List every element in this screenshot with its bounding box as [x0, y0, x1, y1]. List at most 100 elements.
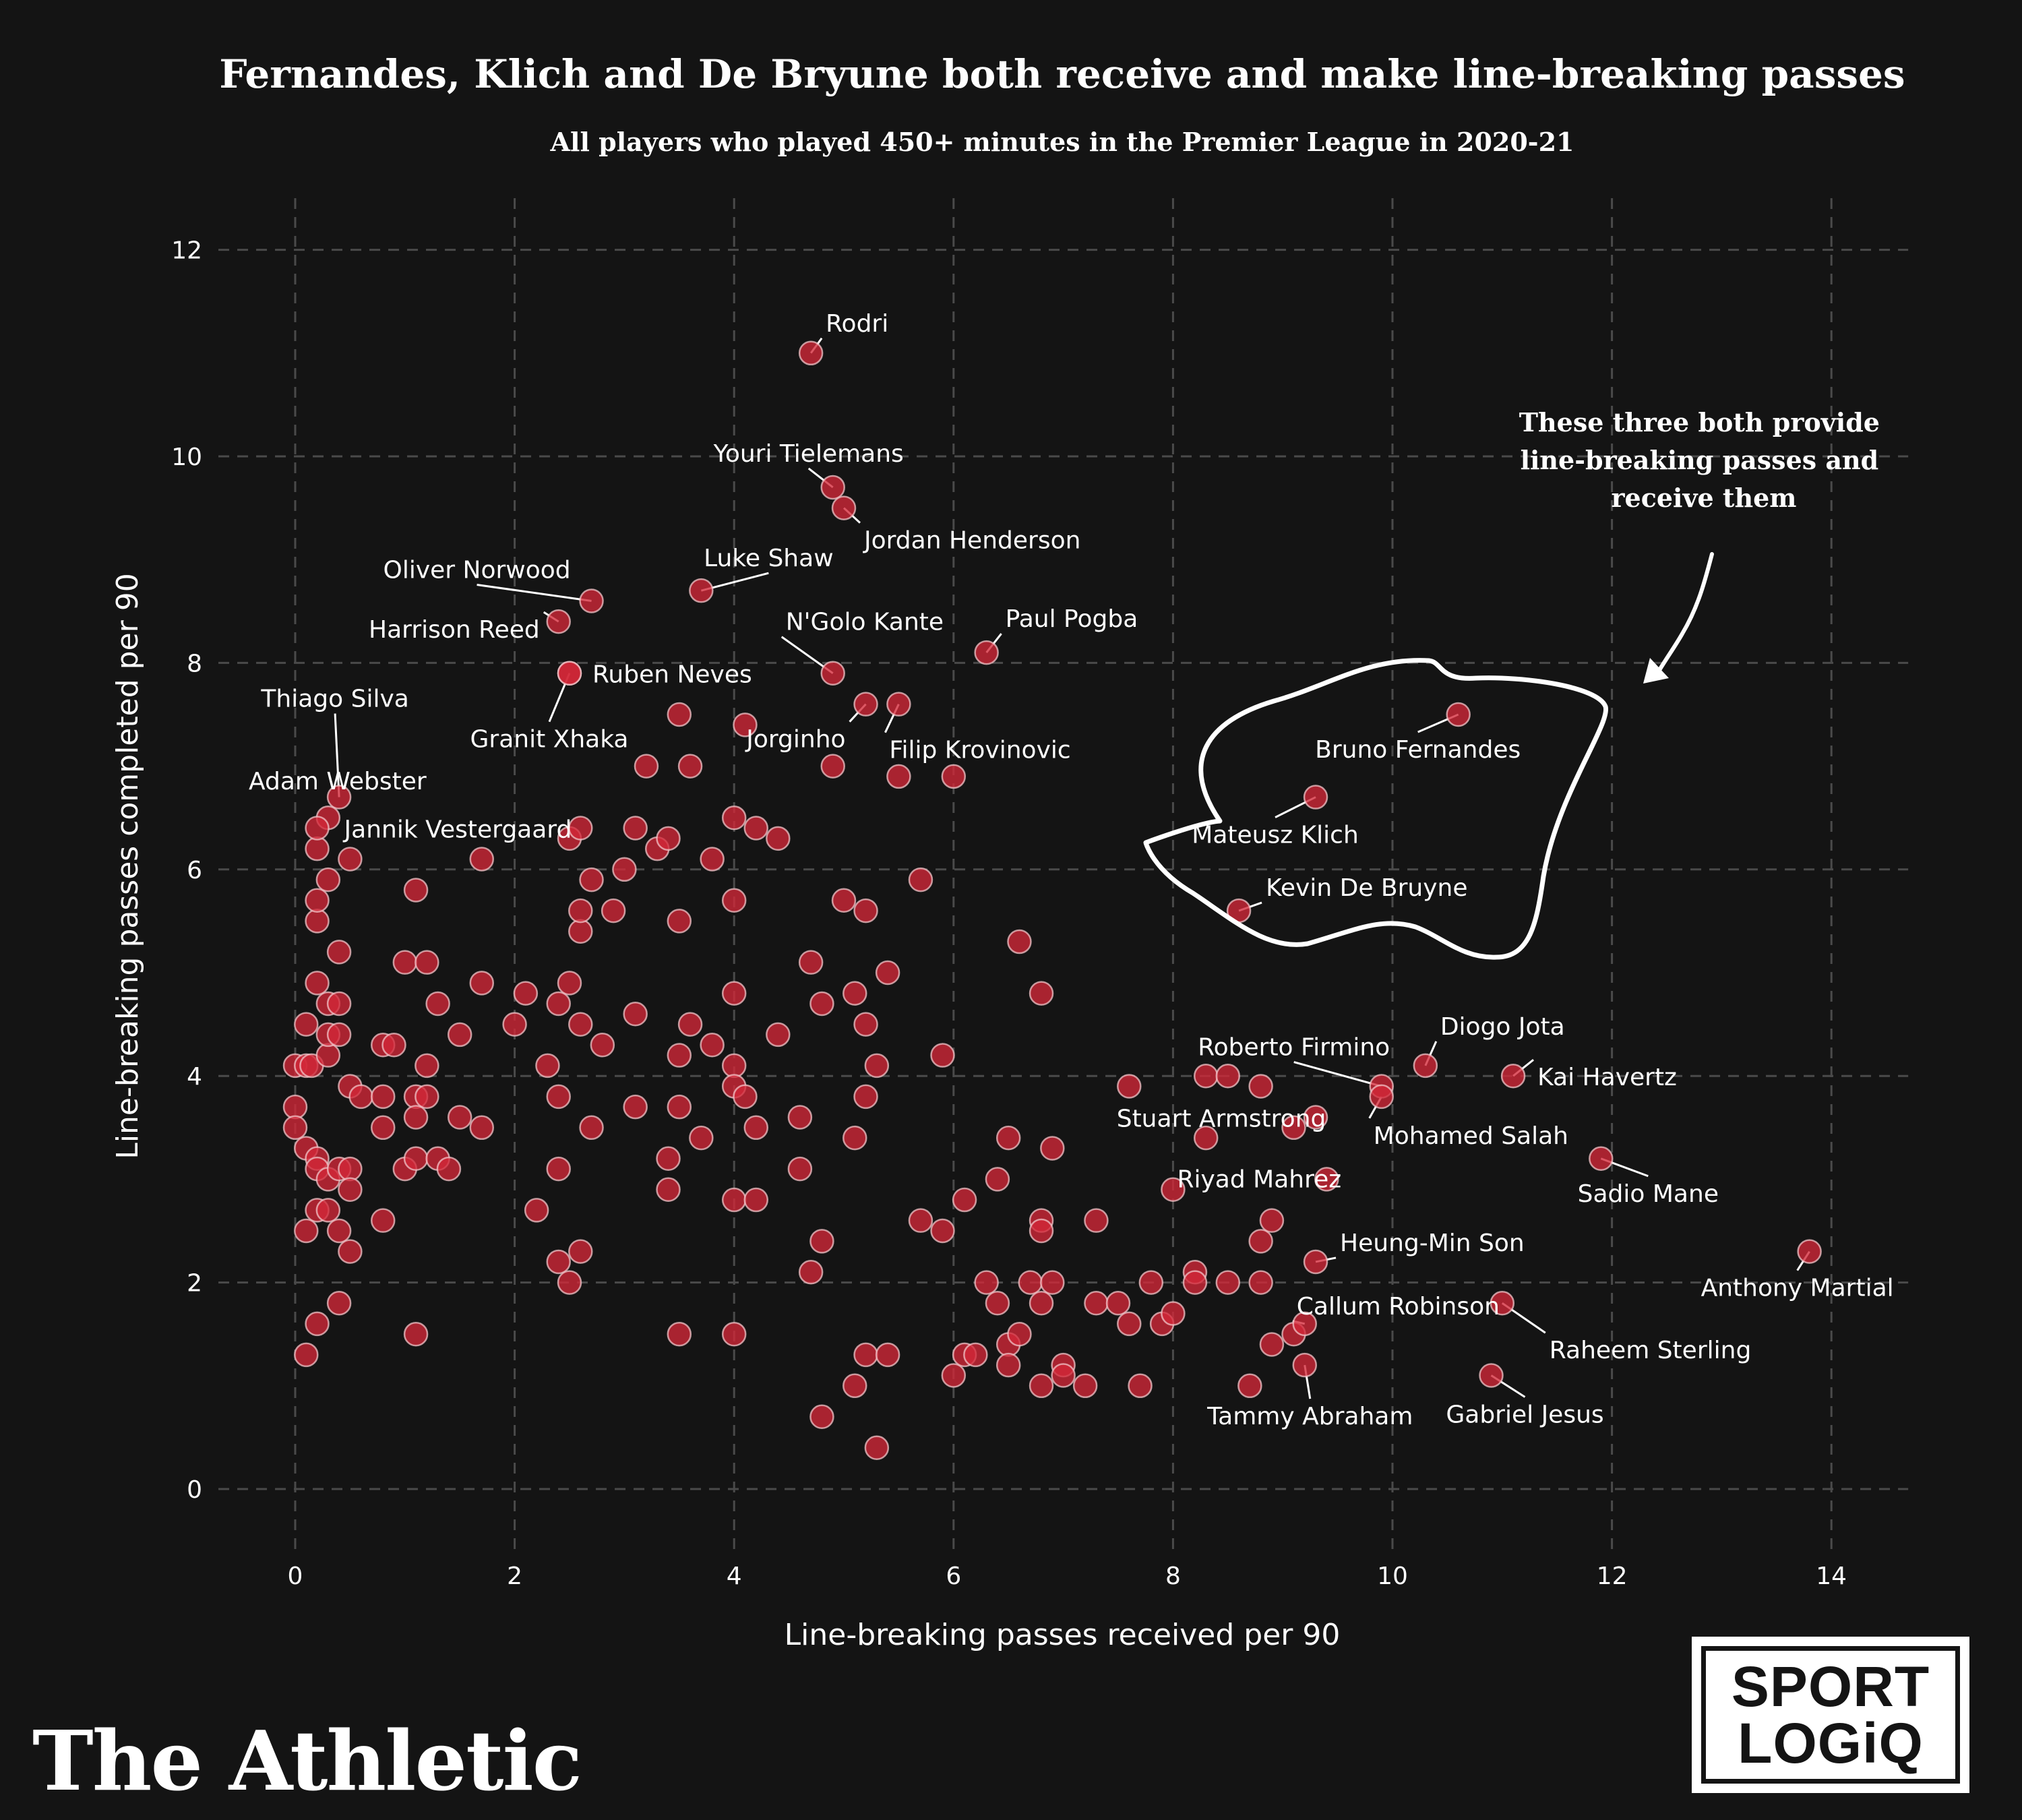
data-point — [568, 1012, 593, 1037]
data-point — [326, 1022, 352, 1048]
annotation-arrowhead — [1643, 658, 1669, 684]
data-point — [743, 816, 769, 841]
data-point — [546, 991, 571, 1017]
data-point — [798, 340, 824, 366]
data-point — [864, 1435, 890, 1460]
data-point — [1128, 1373, 1153, 1399]
data-point — [1248, 1270, 1273, 1295]
data-point — [447, 1105, 472, 1130]
data-point — [1051, 1363, 1076, 1388]
data-point — [579, 1115, 604, 1141]
y-axis-label: Line-breaking passes completed per 90 — [111, 573, 145, 1159]
data-point — [338, 847, 363, 872]
annotation-note-line-1: These three both provide — [1519, 407, 1880, 437]
y-tick-label: 2 — [187, 1270, 202, 1298]
data-point — [787, 1156, 813, 1182]
annotation-note: These three both provide line-breaking p… — [1519, 407, 1889, 513]
logo-line-2: LOGiQ — [1738, 1711, 1924, 1775]
data-point — [886, 764, 911, 789]
y-tick-label: 4 — [187, 1063, 202, 1091]
data-point — [513, 981, 539, 1006]
data-point — [1281, 1115, 1306, 1141]
data-point — [1248, 1229, 1273, 1254]
data-point — [338, 1239, 363, 1264]
x-tick-label: 2 — [507, 1563, 522, 1590]
data-point — [1248, 1074, 1273, 1099]
data-point — [820, 661, 845, 686]
data-point — [305, 836, 330, 861]
data-point — [941, 764, 967, 789]
data-point — [667, 1043, 692, 1068]
data-point — [1589, 1146, 1614, 1172]
logo-line-1: SPORT — [1731, 1655, 1930, 1718]
data-point — [546, 1156, 571, 1182]
data-point — [436, 1156, 462, 1182]
player-label: Sadio Mane — [1578, 1180, 1719, 1208]
player-label: Adam Webster — [249, 768, 427, 795]
data-point — [315, 867, 341, 892]
player-label: Diogo Jota — [1440, 1013, 1565, 1041]
data-point — [995, 1352, 1021, 1378]
player-label: Riyad Mahrez — [1177, 1165, 1341, 1193]
data-point — [612, 857, 637, 882]
data-point — [557, 1270, 582, 1295]
data-point — [820, 475, 845, 500]
data-point — [700, 847, 725, 872]
data-point — [1072, 1373, 1098, 1399]
data-point — [721, 805, 747, 830]
label-leader — [1293, 1061, 1382, 1087]
data-point — [623, 1094, 648, 1120]
data-point — [842, 1373, 867, 1399]
brand-wordmark: The Athletic — [32, 1712, 582, 1809]
annotation-note-line-2: line-breaking passes and — [1521, 445, 1879, 475]
player-label: N'Golo Kante — [786, 609, 944, 636]
data-point — [370, 1084, 396, 1110]
x-tick-label: 14 — [1816, 1563, 1847, 1590]
data-point — [1303, 1249, 1328, 1275]
x-tick-label: 6 — [946, 1563, 961, 1590]
data-point — [930, 1218, 955, 1244]
data-point — [326, 785, 352, 810]
data-point — [315, 1043, 341, 1068]
data-point — [1029, 981, 1054, 1006]
data-point — [579, 867, 604, 892]
data-point — [853, 692, 878, 717]
data-point — [1105, 1290, 1131, 1316]
data-point — [338, 1156, 363, 1182]
data-point — [403, 1146, 429, 1172]
data-point — [721, 888, 747, 913]
player-label: Kevin De Bruyne — [1266, 874, 1467, 902]
data-point — [842, 1125, 867, 1151]
data-point — [1018, 1270, 1043, 1295]
data-point — [974, 1270, 999, 1295]
data-point — [326, 991, 352, 1017]
data-point — [1007, 1321, 1032, 1347]
data-point — [1215, 1270, 1241, 1295]
data-point — [1490, 1290, 1515, 1316]
player-label: Tammy Abraham — [1206, 1403, 1413, 1430]
player-label: Ruben Neves — [592, 661, 752, 689]
data-point — [1084, 1290, 1109, 1316]
data-point — [348, 1084, 373, 1110]
data-point — [677, 1012, 703, 1037]
data-point — [557, 661, 582, 686]
data-point — [677, 754, 703, 779]
annotation-arrow — [1653, 552, 1714, 679]
data-point — [798, 1260, 824, 1285]
data-point — [743, 1115, 769, 1141]
y-tick-label: 12 — [171, 237, 202, 265]
data-point — [294, 1342, 319, 1368]
player-label: Anthony Martial — [1701, 1275, 1894, 1302]
data-point — [842, 981, 867, 1006]
data-point — [1259, 1332, 1285, 1357]
data-point — [1237, 1373, 1262, 1399]
data-point — [1161, 1177, 1186, 1202]
player-label: Youri Tielemans — [713, 440, 904, 468]
data-point — [721, 981, 747, 1006]
chart-title: Fernandes, Klich and De Bryune both rece… — [219, 51, 1905, 97]
data-point — [1138, 1270, 1164, 1295]
data-point — [667, 1321, 692, 1347]
data-point — [1040, 1136, 1065, 1161]
data-point — [908, 1208, 933, 1233]
